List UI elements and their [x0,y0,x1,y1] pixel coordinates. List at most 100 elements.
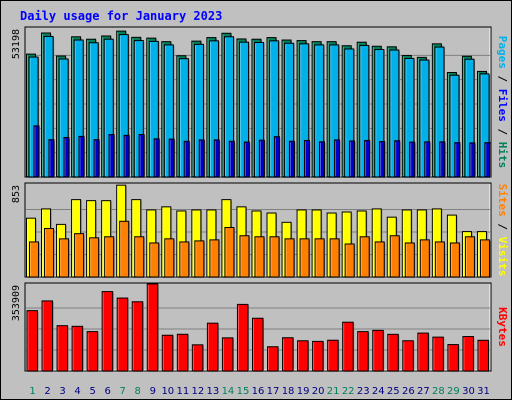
day-label: 30 [462,386,475,397]
bar-kbytes [86,331,99,372]
bar-sites [344,243,356,278]
bar-kbytes [191,344,204,372]
day-label: 1 [29,386,35,397]
bar-sites [239,235,250,278]
bar-sites [374,241,386,278]
day-label: 13 [207,386,220,397]
bar-kbytes [402,340,415,372]
bar-kbytes [357,331,370,372]
bar-sites [104,236,115,278]
bar-pages [228,140,236,178]
bar-kbytes [146,283,159,372]
bar-sites [44,228,55,278]
bar-sites [284,238,296,278]
bar-sites [164,238,175,278]
bar-pages [198,139,206,178]
bar-pages [319,141,326,178]
bar-pages [138,134,146,178]
bar-sites [299,238,311,278]
legend-part: / [496,122,509,142]
bar-kbytes [477,339,490,372]
panel-visits-sites: 853 Sites / Visits [11,182,509,278]
bar-sites [134,236,145,278]
bar-pages [63,136,70,178]
bar-sites [464,236,476,278]
panels-layer: 53198 Pages / Files / Hits 853 Sites / Visi… [11,26,509,372]
bar-kbytes [161,334,174,372]
chart-title: Daily usage for January 2023 [20,9,222,23]
legend-part: Pages [496,36,509,69]
bar-kbytes [221,337,234,372]
bar-pages [469,142,476,178]
bar-kbytes [462,336,475,372]
bar-sites [359,236,371,278]
bar-kbytes [447,344,460,372]
bar-pages [409,141,416,178]
legend-part: Visits [496,237,509,277]
legend-part: Sites [496,184,509,217]
legend-part: / [496,217,509,237]
day-label: 3 [59,386,65,397]
panel-legend: Sites / Visits [496,184,509,277]
day-label: 7 [120,386,126,397]
bar-sites [329,238,341,278]
day-label: 11 [176,386,189,397]
bar-kbytes [342,321,355,372]
bar-pages [243,141,251,178]
legend-part: Files [496,89,509,122]
y-max-label: 353909 [11,285,22,321]
panel-hits-files-pages: 53198 Pages / Files / Hits [11,26,509,179]
bar-kbytes [101,291,114,372]
bar-kbytes [372,329,385,372]
bar-kbytes [297,340,310,372]
bar-sites [59,238,70,278]
bar-sites [179,241,190,278]
bar-sites [314,238,326,278]
bar-pages [153,138,161,178]
bar-kbytes [71,325,84,372]
day-label: 9 [150,386,156,397]
day-label: 4 [74,386,80,397]
bar-pages [288,140,296,178]
bar-pages [108,134,116,178]
bar-kbytes [251,317,264,372]
bar-pages [394,140,401,178]
bar-kbytes [312,340,325,372]
day-label: 28 [432,386,445,397]
bar-sites [209,239,220,278]
bar-sites [194,240,205,278]
bar-kbytes [116,297,129,372]
bar-sites [404,242,416,278]
day-label: 12 [192,386,205,397]
bar-pages [454,142,461,178]
bar-kbytes [417,332,430,372]
day-label: 17 [267,386,280,397]
bar-pages [349,140,356,178]
bar-pages [123,134,131,178]
day-label: 21 [327,386,340,397]
day-labels: 1 2 3 4 5 6 7 8 9 10 11 12 13 14 15 16 17 18 19 20 21 22 23 24 2… [29,386,490,397]
legend-part: / [496,69,509,89]
day-label: 22 [342,386,355,397]
y-max-label: 853 [11,185,22,203]
day-label: 5 [89,386,95,397]
bar-sites [224,226,235,278]
day-label: 31 [477,386,490,397]
day-label: 2 [44,386,50,397]
bar-pages [273,136,281,178]
day-label: 29 [447,386,460,397]
day-label: 20 [312,386,325,397]
bar-sites [479,239,491,278]
legend-part: Hits [496,142,509,169]
bar-pages [213,139,221,178]
day-label: 19 [297,386,310,397]
bar-sites [29,241,40,278]
bar-pages [364,139,371,178]
bar-pages [334,139,341,178]
panel-legend: KBytes [496,307,509,347]
day-label: 10 [161,386,174,397]
legend-part: KBytes [496,307,509,347]
y-max-label: 53198 [11,29,22,59]
bar-kbytes [26,310,39,372]
